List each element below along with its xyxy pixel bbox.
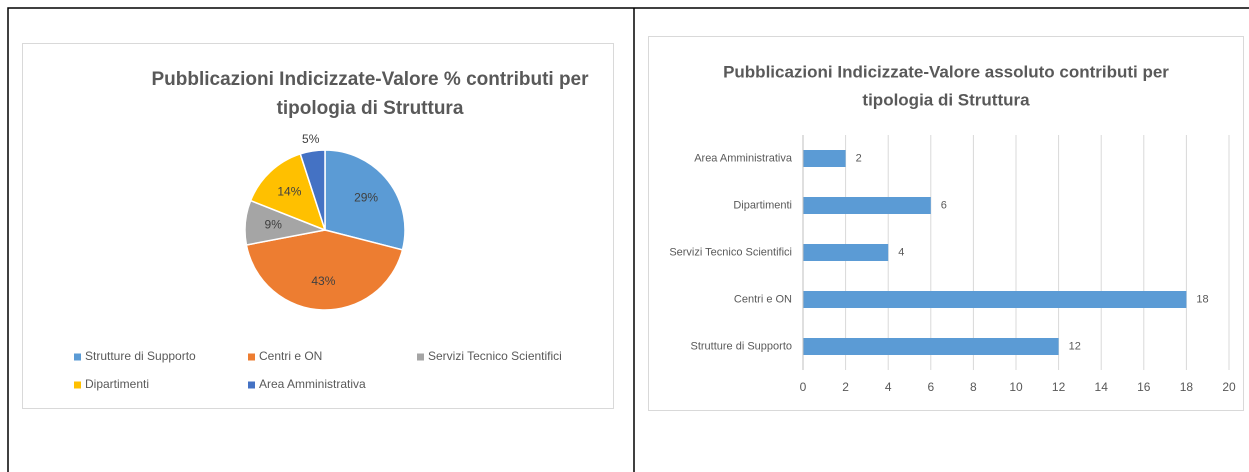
x-tick-label: 10 [1009, 380, 1023, 394]
data-label: 18 [1196, 293, 1208, 305]
chart-title: Pubblicazioni Indicizzate-Valore assolut… [723, 62, 1169, 81]
legend-swatch [248, 353, 255, 361]
legend-swatch [74, 353, 81, 361]
x-tick-label: 20 [1222, 380, 1236, 394]
bar [803, 197, 931, 214]
legend-swatch [417, 353, 424, 361]
y-tick-label: Dipartimenti [733, 199, 792, 211]
table-border [7, 7, 1249, 472]
bar [803, 244, 889, 261]
data-label: 9% [265, 217, 283, 231]
data-label: 29% [354, 190, 378, 204]
chart-title: tipologia di Struttura [862, 90, 1030, 109]
x-tick-label: 4 [885, 380, 892, 394]
bar [803, 338, 1059, 355]
data-label: 4 [898, 246, 904, 258]
legend-label: Dipartimenti [85, 377, 149, 391]
x-tick-label: 12 [1052, 380, 1066, 394]
legend-label: Servizi Tecnico Scientifici [428, 349, 562, 363]
y-tick-label: Centri e ON [734, 293, 792, 305]
data-label: 12 [1069, 340, 1081, 352]
x-tick-label: 16 [1137, 380, 1151, 394]
x-tick-label: 0 [800, 380, 807, 394]
bar [803, 291, 1187, 308]
y-tick-label: Strutture di Supporto [690, 340, 792, 352]
data-label: 14% [277, 184, 301, 198]
x-tick-label: 6 [927, 380, 934, 394]
legend-label: Strutture di Supporto [85, 349, 196, 363]
chart-title: tipologia di Struttura [277, 98, 464, 119]
legend-label: Centri e ON [259, 349, 322, 363]
bar [803, 150, 846, 167]
pie-slice [299, 149, 326, 231]
legend-label: Area Amministrativa [259, 377, 366, 391]
x-tick-label: 14 [1095, 380, 1109, 394]
chart-title: Pubblicazioni Indicizzate-Valore % contr… [151, 69, 589, 90]
x-tick-label: 18 [1180, 380, 1194, 394]
pie-slice [324, 149, 406, 251]
legend-swatch [248, 381, 255, 389]
data-label: 2 [856, 152, 862, 164]
pie-slice [245, 229, 404, 311]
data-label: 5% [302, 132, 320, 146]
data-label: 43% [311, 274, 335, 288]
data-label: 6 [941, 199, 947, 211]
y-tick-label: Area Amministrativa [694, 152, 793, 164]
legend-swatch [74, 381, 81, 389]
x-tick-label: 2 [842, 380, 849, 394]
y-tick-label: Servizi Tecnico Scientifici [669, 246, 792, 258]
x-tick-label: 8 [970, 380, 977, 394]
